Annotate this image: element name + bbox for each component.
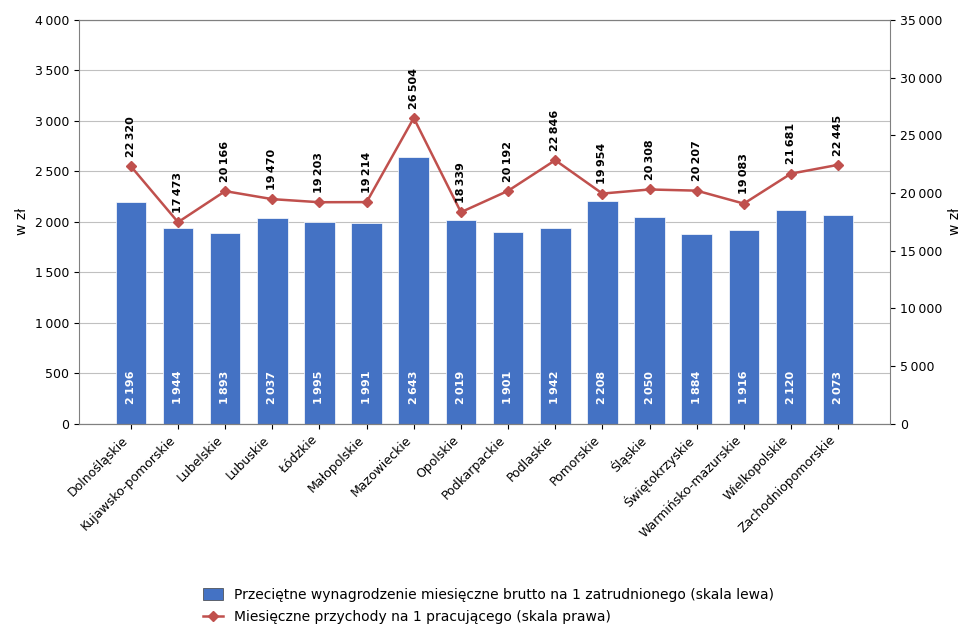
Text: 26 504: 26 504 [408, 68, 419, 108]
Text: 1 893: 1 893 [220, 370, 231, 404]
Text: 20 308: 20 308 [645, 140, 655, 181]
Text: 2 120: 2 120 [786, 371, 796, 404]
Bar [540, 228, 571, 424]
Text: 19 470: 19 470 [268, 149, 277, 190]
Text: 22 445: 22 445 [833, 114, 843, 156]
Text: 1 942: 1 942 [550, 370, 560, 404]
Text: 1 991: 1 991 [361, 370, 371, 404]
Bar [399, 157, 429, 424]
Bar [634, 217, 665, 424]
Text: 2 037: 2 037 [268, 371, 277, 404]
Bar [587, 201, 617, 424]
Text: 2 050: 2 050 [645, 371, 655, 404]
Y-axis label: w zł: w zł [15, 209, 29, 235]
Text: 1 916: 1 916 [739, 370, 748, 404]
Text: 2 208: 2 208 [597, 371, 608, 404]
Bar [257, 218, 287, 424]
Bar [681, 234, 712, 424]
Text: 20 192: 20 192 [503, 140, 513, 182]
Bar [210, 233, 240, 424]
Bar [446, 220, 476, 424]
Bar [729, 230, 759, 424]
Text: 19 954: 19 954 [597, 143, 608, 184]
Text: 17 473: 17 473 [173, 172, 183, 213]
Bar [492, 232, 524, 424]
Bar [304, 223, 335, 424]
Text: 2 643: 2 643 [408, 370, 419, 404]
Bar [115, 202, 147, 424]
Text: 22 320: 22 320 [126, 116, 136, 157]
Bar [163, 228, 193, 424]
Legend: Przeciętne wynagrodzenie miesięczne brutto na 1 zatrudnionego (skala lewa), Mies: Przeciętne wynagrodzenie miesięczne brut… [195, 581, 782, 631]
Bar [776, 210, 806, 424]
Text: 2 019: 2 019 [456, 370, 466, 404]
Text: 1 944: 1 944 [173, 370, 183, 404]
Bar [352, 223, 382, 424]
Text: 2 073: 2 073 [833, 371, 843, 404]
Bar [823, 214, 854, 424]
Text: 1 901: 1 901 [503, 370, 513, 404]
Text: 22 846: 22 846 [550, 110, 560, 151]
Text: 18 339: 18 339 [456, 162, 466, 203]
Text: 19 203: 19 203 [315, 152, 324, 193]
Text: 20 166: 20 166 [220, 141, 231, 182]
Text: 1 995: 1 995 [315, 370, 324, 404]
Text: 2 196: 2 196 [126, 370, 136, 404]
Text: 21 681: 21 681 [786, 123, 796, 165]
Text: 19 083: 19 083 [739, 154, 748, 195]
Text: 1 884: 1 884 [692, 370, 701, 404]
Text: 19 214: 19 214 [361, 152, 371, 193]
Text: 20 207: 20 207 [692, 140, 701, 181]
Y-axis label: w zł: w zł [948, 209, 962, 235]
